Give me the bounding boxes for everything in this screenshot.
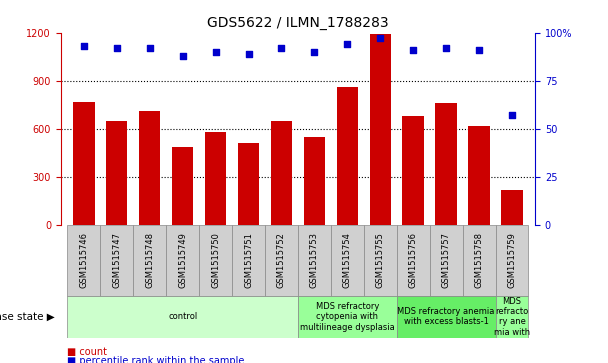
Text: ■ percentile rank within the sample: ■ percentile rank within the sample	[67, 356, 244, 363]
Text: GSM1515759: GSM1515759	[508, 233, 516, 288]
Point	[507, 113, 517, 118]
Point	[112, 45, 122, 51]
Text: GSM1515752: GSM1515752	[277, 233, 286, 288]
Bar	[205, 132, 226, 225]
Text: GSM1515749: GSM1515749	[178, 233, 187, 288]
Text: ■ count: ■ count	[67, 347, 107, 357]
Text: MDS refractory
cytopenia with
multilineage dysplasia: MDS refractory cytopenia with multilinea…	[300, 302, 395, 332]
Text: MDS refractory anemia
with excess blasts-1: MDS refractory anemia with excess blasts…	[398, 307, 495, 326]
Text: GSM1515755: GSM1515755	[376, 233, 385, 288]
Point	[145, 45, 154, 51]
Text: GSM1515750: GSM1515750	[211, 233, 220, 288]
Bar	[370, 34, 391, 225]
Text: GSM1515747: GSM1515747	[112, 232, 121, 289]
Bar	[463, 225, 496, 296]
Title: GDS5622 / ILMN_1788283: GDS5622 / ILMN_1788283	[207, 16, 389, 30]
Bar	[67, 296, 298, 338]
Point	[409, 47, 418, 53]
Bar	[238, 143, 259, 225]
Text: MDS
refracto
ry ane
mia with: MDS refracto ry ane mia with	[494, 297, 530, 337]
Bar	[430, 225, 463, 296]
Text: GSM1515751: GSM1515751	[244, 233, 253, 288]
Point	[277, 45, 286, 51]
Bar	[271, 121, 292, 225]
Bar	[232, 225, 265, 296]
Point	[309, 49, 319, 55]
Bar	[298, 296, 396, 338]
Bar	[199, 225, 232, 296]
Bar	[73, 102, 95, 225]
Point	[342, 41, 352, 47]
Point	[244, 51, 254, 57]
Bar	[133, 225, 166, 296]
Bar	[396, 225, 430, 296]
Bar	[166, 225, 199, 296]
Bar	[100, 225, 133, 296]
Text: GSM1515753: GSM1515753	[310, 232, 319, 289]
Bar	[298, 225, 331, 296]
Bar	[172, 147, 193, 225]
Bar	[364, 225, 396, 296]
Bar	[303, 137, 325, 225]
Bar	[396, 296, 496, 338]
Bar	[496, 296, 528, 338]
Point	[178, 53, 187, 59]
Text: GSM1515754: GSM1515754	[343, 233, 352, 288]
Bar	[496, 225, 528, 296]
Text: GSM1515758: GSM1515758	[475, 232, 483, 289]
Text: GSM1515757: GSM1515757	[441, 232, 451, 289]
Point	[79, 43, 89, 49]
Bar	[501, 190, 523, 225]
Point	[211, 49, 221, 55]
Bar	[435, 103, 457, 225]
Text: control: control	[168, 312, 197, 321]
Point	[474, 47, 484, 53]
Bar	[402, 116, 424, 225]
Text: GSM1515756: GSM1515756	[409, 232, 418, 289]
Point	[441, 45, 451, 51]
Text: GSM1515748: GSM1515748	[145, 232, 154, 289]
Text: disease state ▶: disease state ▶	[0, 312, 55, 322]
Bar	[468, 126, 490, 225]
Text: GSM1515746: GSM1515746	[80, 232, 88, 289]
Bar	[139, 111, 161, 225]
Bar	[106, 121, 128, 225]
Bar	[265, 225, 298, 296]
Bar	[337, 87, 358, 225]
Point	[375, 36, 385, 41]
Bar	[331, 225, 364, 296]
Bar	[67, 225, 100, 296]
